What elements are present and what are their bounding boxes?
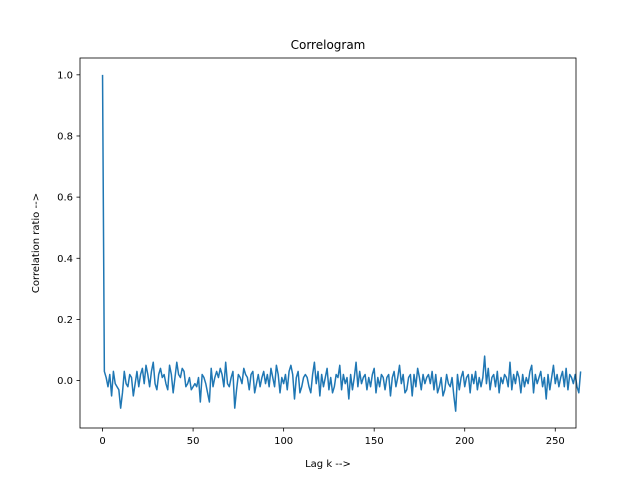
y-tick-label: 0.2 bbox=[57, 315, 73, 326]
x-ticks: 0 50 100 150 200 250 bbox=[99, 428, 565, 447]
x-axis-label: Lag k --> bbox=[305, 459, 351, 470]
x-tick-label: 200 bbox=[455, 436, 474, 447]
x-tick-label: 50 bbox=[187, 436, 200, 447]
x-tick-label: 100 bbox=[274, 436, 293, 447]
y-tick-label: 1.0 bbox=[57, 70, 73, 81]
y-tick-label: 0.8 bbox=[57, 131, 73, 142]
y-ticks: 0.0 0.2 0.4 0.6 0.8 1.0 bbox=[57, 70, 80, 387]
x-tick-label: 250 bbox=[546, 436, 565, 447]
x-tick-label: 150 bbox=[365, 436, 384, 447]
series-line bbox=[101, 74, 582, 412]
y-tick-label: 0.6 bbox=[57, 193, 73, 204]
plot-frame bbox=[79, 57, 577, 429]
x-tick-label: 0 bbox=[99, 436, 105, 447]
y-tick-label: 0.0 bbox=[57, 376, 73, 387]
y-tick-label: 0.4 bbox=[57, 254, 73, 265]
y-axis-label: Correlation ratio --> bbox=[31, 193, 42, 293]
chart-title: Correlogram bbox=[291, 38, 366, 52]
plot-area bbox=[80, 58, 576, 428]
series-lines bbox=[101, 74, 582, 412]
